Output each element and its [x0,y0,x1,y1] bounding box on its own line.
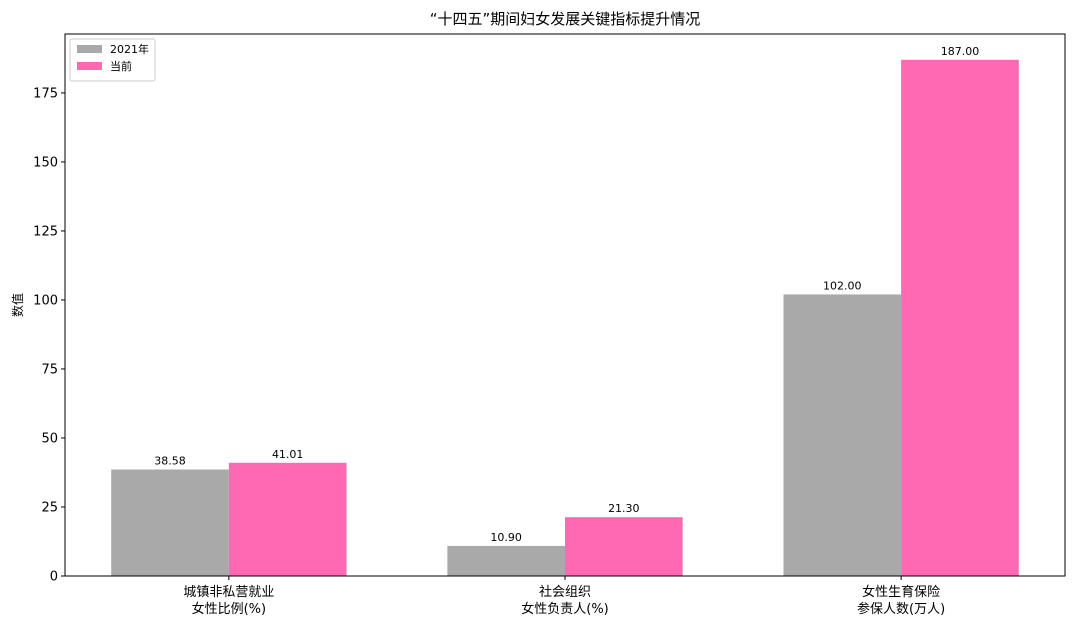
x-tick-label: 女性比例(%) [192,601,267,617]
bar [901,59,1019,577]
bar [783,294,902,576]
x-tick-label: 城镇非私营就业 [183,585,274,600]
x-tick-label: 女性生育保险 [862,584,940,600]
legend-swatch [77,62,102,70]
y-tick-label: 25 [41,500,58,515]
legend-label: 当前 [110,59,132,73]
y-tick-label: 75 [41,362,58,377]
plot-frame [64,33,1066,577]
chart-title: “十四五”期间妇女发展关键指标提升情况 [430,10,701,28]
y-tick-label: 175 [33,86,58,101]
y-tick-label: 100 [33,293,58,308]
data-label: 41.01 [272,448,304,461]
y-tick-label: 0 [50,570,58,585]
y-tick-label: 125 [33,224,58,239]
bar [447,545,565,576]
x-tick-label: 参保人数(万人) [857,601,945,617]
y-tick-label: 50 [41,431,58,446]
y-axis-label: 数值 [10,293,25,317]
bar [111,469,229,576]
legend-swatch [77,45,102,53]
data-label: 21.30 [608,502,640,515]
x-tick-label: 社会组织 [539,584,591,600]
legend-label: 2021年 [110,42,149,56]
x-tick-label: 女性负责人(%) [521,601,609,617]
bar [565,517,683,576]
data-label: 187.00 [941,45,980,58]
data-label: 38.58 [154,455,186,468]
bar [228,462,347,576]
data-label: 10.90 [490,531,522,544]
y-tick-label: 150 [33,155,58,170]
data-label: 102.00 [823,279,862,292]
